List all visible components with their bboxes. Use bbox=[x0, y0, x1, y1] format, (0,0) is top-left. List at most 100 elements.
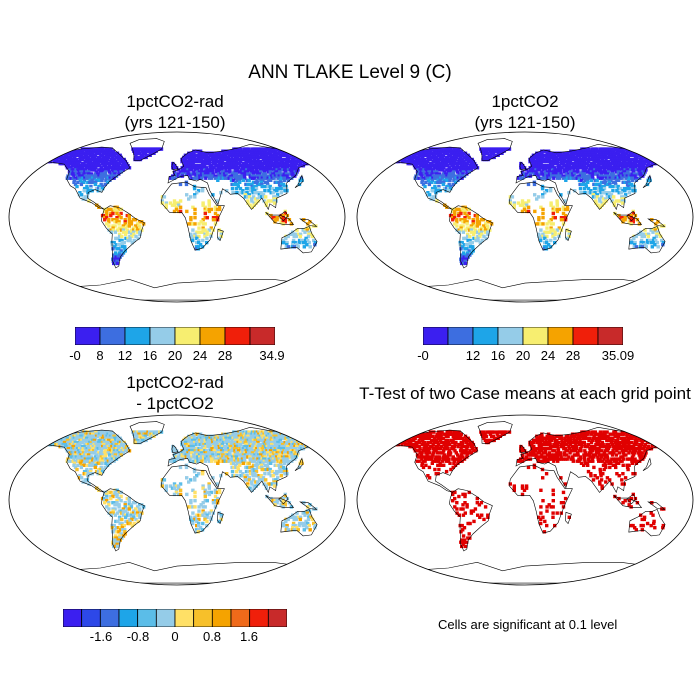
lake-cell bbox=[479, 226, 484, 230]
lake-cell bbox=[109, 457, 113, 461]
coastline-namerica bbox=[40, 146, 131, 210]
lake-cell bbox=[446, 157, 451, 162]
lake-cell bbox=[275, 216, 279, 220]
lake-cell bbox=[306, 234, 311, 239]
lake-cell bbox=[591, 164, 596, 168]
lake-cell bbox=[571, 157, 576, 162]
lake-cell bbox=[549, 164, 553, 168]
lake-cell bbox=[615, 168, 620, 172]
lake-cell bbox=[64, 164, 69, 168]
lake-cell bbox=[522, 166, 527, 170]
lake-cell bbox=[469, 168, 474, 172]
lake-cell bbox=[72, 432, 76, 436]
lake-cell bbox=[240, 166, 245, 170]
lake-cell bbox=[182, 444, 186, 449]
lake-cell bbox=[282, 176, 286, 180]
lake-cell bbox=[196, 189, 201, 193]
lake-cell bbox=[306, 238, 310, 243]
lake-cell bbox=[110, 176, 114, 180]
lake-cell bbox=[465, 161, 469, 166]
lake-cell bbox=[195, 164, 199, 168]
lake-cell bbox=[180, 455, 185, 459]
lake-cell bbox=[561, 159, 565, 164]
lake-cell bbox=[207, 438, 211, 443]
lake-cell bbox=[458, 176, 462, 180]
lake-cell bbox=[127, 220, 131, 224]
lake-cell bbox=[603, 191, 607, 195]
lake-cell bbox=[581, 159, 585, 164]
lake-cell bbox=[577, 153, 581, 157]
lake-cell bbox=[291, 432, 295, 436]
lake-cell bbox=[247, 436, 251, 440]
lake-cell bbox=[174, 205, 179, 209]
lake-cell bbox=[519, 161, 523, 166]
lake-cell bbox=[496, 151, 501, 155]
panel-3-title-line2: - 1pctCO2 bbox=[136, 394, 214, 413]
lake-cell bbox=[524, 168, 529, 172]
lake-cell bbox=[621, 168, 625, 172]
lake-cell bbox=[88, 172, 92, 176]
lake-cell bbox=[417, 155, 421, 160]
lake-cell bbox=[222, 444, 227, 449]
lake-cell bbox=[252, 153, 256, 157]
lake-cell bbox=[244, 172, 248, 176]
lake-cell bbox=[258, 447, 263, 451]
lake-cell bbox=[189, 438, 193, 443]
lake-cell bbox=[102, 168, 107, 172]
lake-cell bbox=[99, 174, 103, 178]
lake-cell bbox=[98, 442, 102, 447]
lake-cell bbox=[538, 151, 542, 155]
lake-cell bbox=[214, 151, 219, 155]
lake-cell bbox=[270, 432, 275, 436]
lake-cell bbox=[259, 153, 263, 157]
lake-cell bbox=[79, 153, 84, 157]
lake-cell bbox=[216, 453, 221, 457]
lake-cell bbox=[180, 451, 184, 455]
lake-cell bbox=[58, 432, 62, 436]
lake-cell bbox=[573, 164, 577, 168]
lake-cell bbox=[103, 209, 107, 214]
lake-cell bbox=[614, 168, 618, 172]
lake-cell bbox=[215, 176, 220, 180]
lake-cell bbox=[594, 182, 598, 187]
lake-cell bbox=[193, 166, 198, 170]
lake-cell bbox=[174, 449, 179, 453]
lake-cell bbox=[444, 186, 449, 191]
lake-cell bbox=[275, 153, 279, 157]
lake-cell bbox=[100, 451, 105, 455]
lake-cell bbox=[305, 151, 309, 155]
lake-cell bbox=[630, 172, 635, 176]
lake-cell bbox=[471, 245, 475, 249]
lake-cell bbox=[120, 238, 124, 243]
lake-cell bbox=[227, 157, 231, 162]
lake-cell bbox=[207, 442, 212, 447]
lake-cell bbox=[620, 199, 624, 203]
lake-cell bbox=[210, 436, 214, 440]
lake-cell bbox=[103, 213, 107, 218]
lake-cell bbox=[308, 434, 313, 438]
lake-cell bbox=[654, 238, 658, 243]
lake-cell bbox=[580, 164, 585, 168]
lake-cell bbox=[530, 166, 534, 170]
lake-cell bbox=[98, 159, 102, 164]
lake-cell bbox=[285, 155, 290, 160]
lake-cell bbox=[647, 159, 651, 164]
lake-cell bbox=[183, 436, 188, 440]
lake-cell bbox=[136, 440, 141, 445]
lake-cell bbox=[634, 178, 639, 182]
lake-cell bbox=[562, 168, 567, 172]
lake-cell bbox=[78, 191, 82, 195]
lake-cell bbox=[143, 151, 147, 155]
lake-cell bbox=[452, 161, 457, 166]
lake-cell bbox=[94, 147, 98, 151]
lake-cell bbox=[79, 182, 84, 187]
lake-cell bbox=[228, 434, 233, 438]
lake-cell bbox=[612, 184, 616, 189]
lake-cell bbox=[113, 172, 117, 176]
lake-cell bbox=[220, 453, 225, 457]
lake-cell bbox=[220, 170, 225, 174]
lake-cell bbox=[277, 455, 281, 459]
lake-cell bbox=[184, 164, 188, 168]
lake-cell bbox=[197, 240, 201, 245]
lake-cell bbox=[225, 449, 230, 453]
